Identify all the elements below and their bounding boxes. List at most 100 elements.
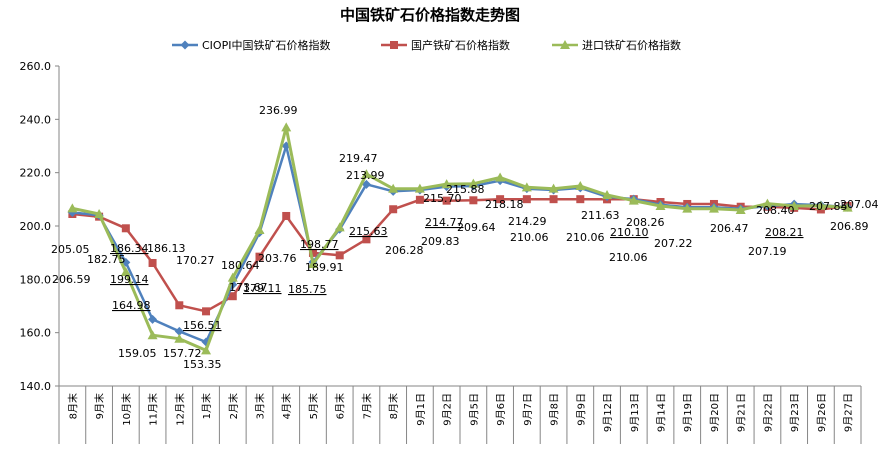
series-2-point (361, 169, 372, 179)
x-tick-label: 9月21日 (736, 393, 748, 432)
data-label: 210.10 (610, 226, 649, 239)
data-label: 207.04 (840, 198, 879, 211)
x-tick-label: 2月末 (227, 393, 240, 419)
series-2-point (735, 205, 746, 214)
series-2-point (227, 272, 238, 282)
series-0-point (174, 326, 184, 336)
x-tick-label: 5月末 (307, 393, 320, 419)
series-2 (67, 122, 853, 355)
series-1-line (72, 197, 848, 313)
series-1-point (175, 301, 184, 310)
data-label: 206.47 (710, 222, 749, 235)
series-1-point (442, 196, 451, 205)
x-tick-label: 1月末 (200, 393, 213, 419)
series-1-point (415, 195, 424, 204)
data-label: 236.99 (259, 104, 298, 117)
series-2-point (147, 330, 158, 340)
data-label: 199.14 (110, 273, 149, 286)
x-tick-label: 11月末 (147, 393, 160, 426)
series-1-point (121, 224, 130, 233)
data-label: 210.06 (510, 231, 549, 244)
data-label: 210.06 (566, 231, 605, 244)
x-tick-label: 9月8日 (549, 393, 561, 426)
series-2-point (789, 201, 800, 210)
series-2-point (762, 198, 773, 208)
data-label: 215.70 (423, 192, 462, 205)
data-label: 214.29 (508, 215, 547, 228)
axes: 140.0 160.0 180.0 200.0 220.0 240.0 260.0 8月末 9月… (20, 60, 862, 444)
data-label: 179.11 (243, 282, 282, 295)
data-label: 180.64 (221, 259, 260, 272)
x-tick-label: 9月9日 (575, 393, 587, 426)
data-label: 207.22 (654, 237, 693, 250)
data-label: 219.47 (339, 152, 378, 165)
x-tick-label: 9月26日 (816, 393, 828, 432)
series-2-point (414, 183, 425, 193)
series-2-point (307, 259, 318, 268)
series-1-point (389, 205, 398, 214)
data-label: 215.88 (446, 183, 485, 196)
series-2-line (72, 125, 848, 352)
y-tick-label: 160.0 (20, 327, 52, 340)
series-2-point (468, 178, 479, 188)
data-label: 209.83 (421, 235, 460, 248)
series-2-point (842, 202, 853, 212)
series-1-point (255, 252, 264, 261)
data-label: 208.21 (765, 226, 804, 239)
series-1-point (228, 292, 237, 301)
y-tick-label: 200.0 (20, 220, 52, 233)
data-label: 214.77 (425, 216, 464, 229)
legend-item: CIOPI中国铁矿石价格指数 (172, 38, 330, 52)
x-tick-label: 9月27日 (843, 393, 855, 432)
y-tick-label: 220.0 (20, 167, 52, 180)
y-tick-label: 140.0 (20, 380, 52, 393)
data-label: 173.67 (229, 281, 268, 294)
x-tick-label: 9月23日 (789, 393, 801, 432)
series-1-point (469, 196, 478, 205)
data-label: 198.77 (300, 238, 339, 251)
y-tick-label: 240.0 (20, 113, 52, 126)
series-1 (68, 195, 852, 316)
x-tick-label: 9月6日 (495, 393, 507, 426)
x-tick-label: 9月2日 (442, 393, 454, 426)
data-label: 159.05 (118, 347, 157, 360)
series-2-point (388, 183, 399, 193)
series-2-point (602, 189, 613, 199)
series-1-point (148, 258, 157, 267)
legend-label: CIOPI中国铁矿石价格指数 (202, 38, 330, 52)
data-label: 206.28 (385, 244, 424, 257)
series-1-point (522, 195, 531, 204)
legend-item: 进口铁矿石价格指数 (552, 38, 681, 52)
x-tick-label: 6月末 (334, 393, 347, 419)
chart-title: 中国铁矿石价格指数走势图 (340, 6, 520, 24)
data-label: 209.64 (457, 221, 496, 234)
data-label: 186.13 (147, 242, 186, 255)
data-label: 203.76 (258, 252, 297, 265)
data-label: 182.75 (87, 253, 126, 266)
data-label: 189.91 (305, 261, 344, 274)
x-tick-label: 9月5日 (468, 393, 480, 426)
series-0 (67, 141, 853, 347)
series-2-point (254, 225, 265, 234)
x-tick-label: 10月末 (120, 393, 133, 426)
series-2-point (628, 195, 639, 205)
data-label: 206.89 (830, 220, 869, 233)
x-tick-label: 8月末 (66, 393, 79, 419)
series-1-point (308, 248, 317, 257)
series-2-point (201, 345, 212, 355)
data-label: 208.26 (626, 216, 665, 229)
x-tick-label: 9月末 (93, 393, 106, 419)
legend-label: 国产铁矿石价格指数 (411, 38, 510, 52)
data-label: 156.51 (183, 319, 222, 332)
legend-item: 国产铁矿石价格指数 (381, 38, 510, 52)
series-1-point (282, 211, 291, 220)
x-tick-label: 9月1日 (415, 393, 427, 426)
series-2-point (815, 200, 826, 210)
series-0-point (180, 40, 190, 50)
x-tick-label: 4月末 (280, 393, 293, 419)
x-tick-label: 12月末 (173, 393, 186, 426)
series-2-point (521, 182, 532, 192)
